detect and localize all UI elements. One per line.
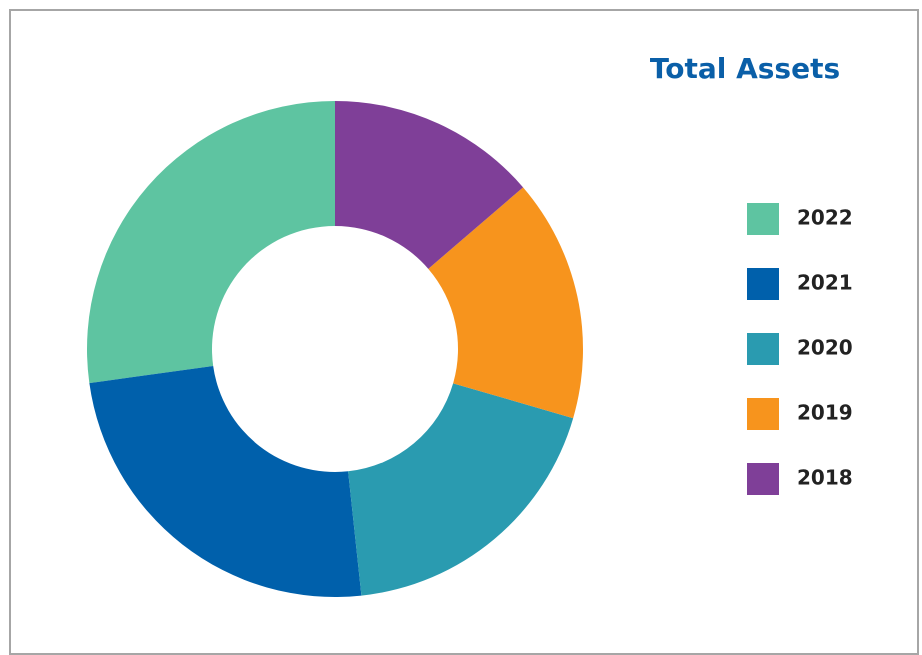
donut-slice — [348, 383, 574, 596]
donut-slice — [428, 187, 583, 419]
legend-label: 2019 — [797, 401, 853, 425]
donut-slice — [89, 365, 362, 598]
donut-slice — [87, 101, 335, 384]
legend-label: 2020 — [797, 336, 853, 360]
chart-title: Total Assets — [650, 52, 840, 85]
legend-swatch — [747, 203, 779, 235]
legend-swatch — [747, 463, 779, 495]
donut-slice — [335, 100, 524, 269]
legend-swatch — [747, 333, 779, 365]
legend-label: 2021 — [797, 271, 853, 295]
legend-label: 2018 — [797, 466, 853, 490]
legend-swatch — [747, 268, 779, 300]
legend-swatch — [747, 398, 779, 430]
legend-label: 2022 — [797, 206, 853, 230]
